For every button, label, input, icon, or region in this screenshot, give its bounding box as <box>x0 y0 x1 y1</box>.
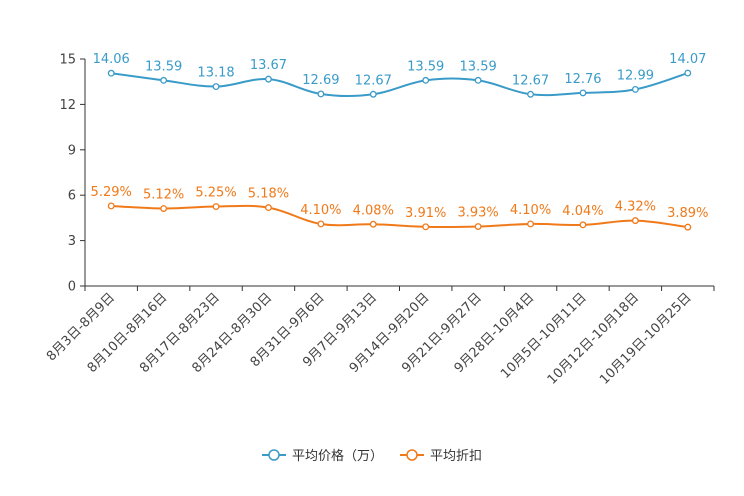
data-point <box>579 221 587 229</box>
data-point <box>317 220 325 228</box>
data-point <box>317 90 325 98</box>
data-point <box>212 203 220 210</box>
y-tick-label: 6 <box>68 189 76 204</box>
data-point <box>369 220 377 228</box>
data-label: 13.59 <box>460 59 497 74</box>
data-point <box>369 90 377 98</box>
data-point <box>684 69 692 77</box>
data-label: 4.10% <box>510 203 551 218</box>
data-label: 14.06 <box>93 52 130 67</box>
data-point <box>579 89 587 97</box>
series-line-1 <box>111 72 689 98</box>
data-point <box>265 75 272 83</box>
data-point <box>422 223 430 231</box>
data-point <box>422 76 430 84</box>
data-label: 12.76 <box>564 72 601 87</box>
legend-label-2: 平均折扣 <box>430 449 482 464</box>
y-tick-label: 15 <box>59 53 76 68</box>
data-label: 5.29% <box>91 185 132 200</box>
data-label: 12.67 <box>512 73 549 88</box>
data-point <box>212 83 220 90</box>
y-tick-label: 3 <box>68 234 76 249</box>
data-point <box>527 90 534 98</box>
legend-marker-1 <box>268 449 280 461</box>
data-label: 13.67 <box>250 58 287 73</box>
x-tick-label: 10月12日-10月18日 <box>545 290 642 387</box>
data-point <box>684 223 692 231</box>
y-tick-label: 0 <box>68 280 76 295</box>
y-tick-label: 9 <box>68 143 76 158</box>
x-tick-label: 10月19日-10月25日 <box>597 290 694 387</box>
data-point <box>107 202 115 210</box>
data-point <box>160 205 168 212</box>
data-label: 5.18% <box>248 187 289 202</box>
data-label: 3.93% <box>457 206 498 221</box>
data-label: 3.89% <box>667 206 708 221</box>
data-label: 12.69 <box>302 73 339 88</box>
data-point <box>107 69 115 77</box>
data-label: 12.99 <box>617 68 654 83</box>
data-point <box>474 76 482 84</box>
data-point <box>631 85 639 93</box>
data-point <box>527 220 534 228</box>
data-label: 13.18 <box>197 66 234 81</box>
data-label: 13.59 <box>145 59 182 74</box>
data-point <box>474 223 482 230</box>
data-label: 4.04% <box>562 204 603 219</box>
data-point <box>265 204 272 212</box>
data-label: 12.67 <box>355 73 392 88</box>
legend-label-1: 平均价格（万） <box>292 448 383 464</box>
data-label: 4.32% <box>615 200 656 215</box>
data-label: 5.25% <box>195 186 236 201</box>
series-line-2 <box>111 204 688 229</box>
data-label: 14.07 <box>669 52 706 67</box>
data-label: 4.08% <box>353 203 394 218</box>
data-point <box>160 76 168 84</box>
data-label: 5.12% <box>143 188 184 203</box>
data-point <box>631 217 639 225</box>
legend-marker-2 <box>406 449 418 461</box>
data-label: 13.59 <box>407 59 444 74</box>
data-label: 4.10% <box>300 203 341 218</box>
data-label: 3.91% <box>405 206 446 221</box>
y-tick-label: 12 <box>59 98 76 113</box>
